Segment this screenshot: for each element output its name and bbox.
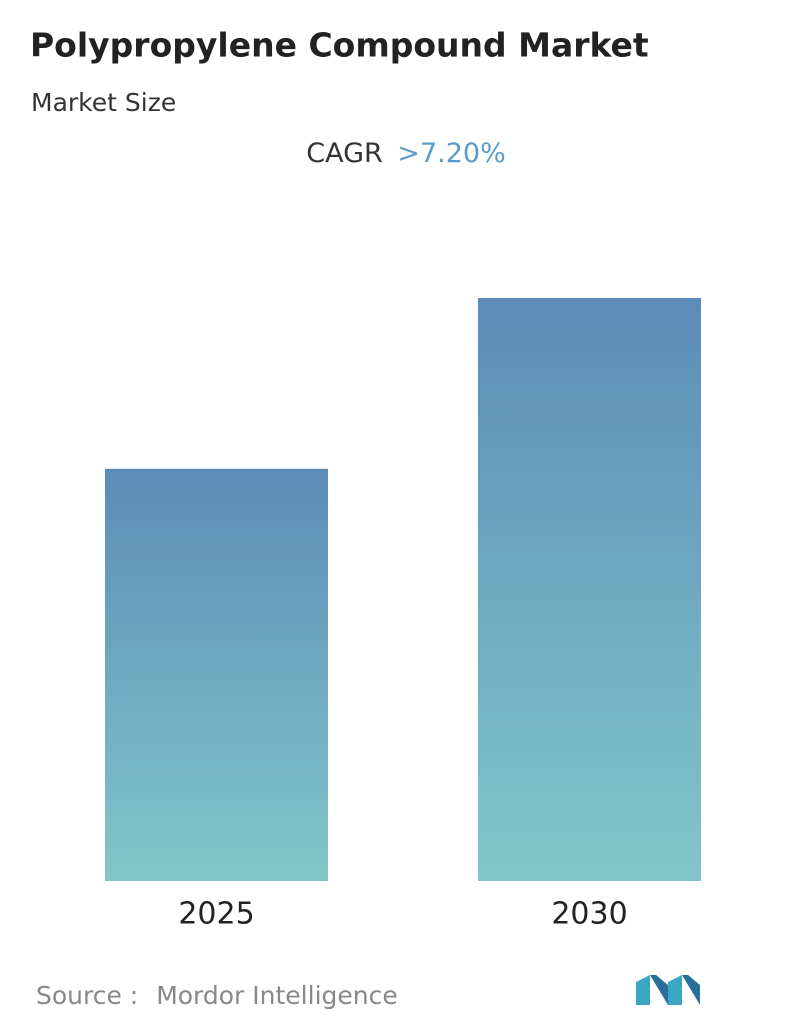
source: Source : Mordor Intelligence — [36, 981, 398, 1010]
cagr-label: CAGR — [306, 138, 383, 169]
cagr-value: >7.20% — [397, 138, 505, 169]
x-tick-label: 2030 — [551, 897, 627, 932]
source-name: Mordor Intelligence — [156, 981, 398, 1010]
bar — [105, 468, 328, 881]
source-label: Source : — [36, 981, 138, 1010]
bar — [478, 298, 701, 881]
chart-title: Polypropylene Compound Market — [30, 26, 649, 65]
x-tick-label: 2025 — [178, 897, 254, 932]
chart-subtitle: Market Size — [31, 88, 176, 117]
logo — [636, 975, 700, 1005]
cagr: CAGR >7.20% — [306, 138, 506, 169]
